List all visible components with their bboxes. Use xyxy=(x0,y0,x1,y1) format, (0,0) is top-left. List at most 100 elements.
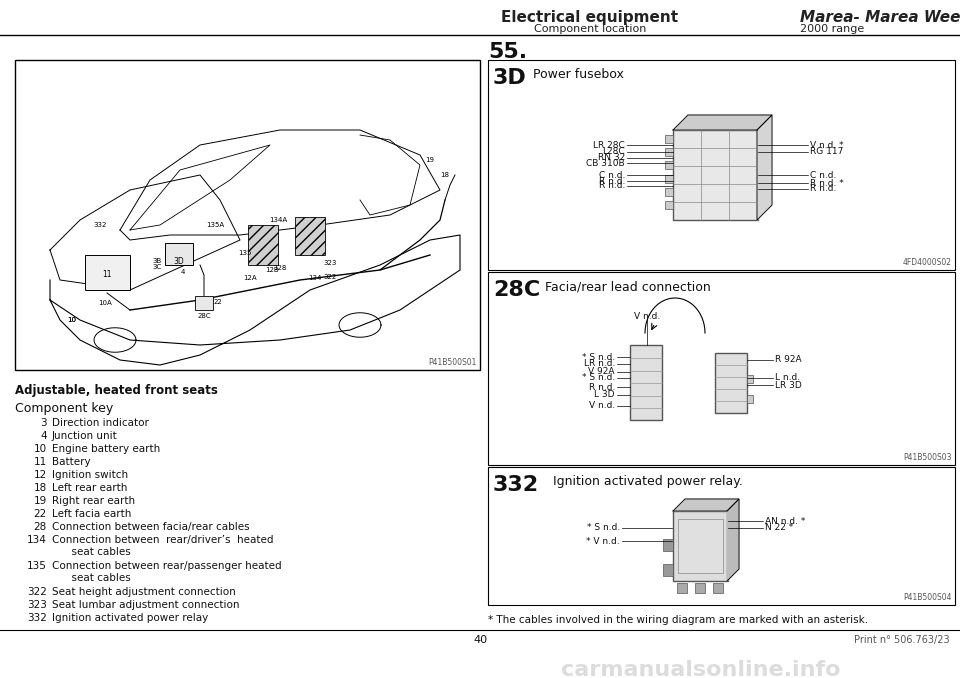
Bar xyxy=(665,188,673,196)
Text: Right rear earth: Right rear earth xyxy=(52,496,135,506)
Text: * V n.d.: * V n.d. xyxy=(587,536,620,546)
Text: N 22 *: N 22 * xyxy=(765,523,793,532)
Text: 40: 40 xyxy=(473,635,487,645)
Bar xyxy=(248,225,278,265)
Text: 28C: 28C xyxy=(493,280,540,300)
Text: 12A: 12A xyxy=(243,275,257,281)
Polygon shape xyxy=(757,115,772,220)
Text: Left facia earth: Left facia earth xyxy=(52,509,132,519)
Polygon shape xyxy=(673,115,772,130)
Text: 18: 18 xyxy=(34,483,47,493)
Text: P41B500S03: P41B500S03 xyxy=(903,453,952,462)
Text: Component key: Component key xyxy=(15,402,113,415)
Text: 55.: 55. xyxy=(488,42,527,62)
Text: Power fusebox: Power fusebox xyxy=(533,68,624,81)
Bar xyxy=(665,148,673,156)
Text: 3B: 3B xyxy=(152,258,161,264)
Text: Engine battery earth: Engine battery earth xyxy=(52,444,160,454)
Text: * S n.d.: * S n.d. xyxy=(582,353,615,362)
Text: R n.d.: R n.d. xyxy=(599,181,625,191)
Text: Connection between  rear/driver’s  heated
      seat cables: Connection between rear/driver’s heated … xyxy=(52,535,274,557)
Text: R n.d.: R n.d. xyxy=(588,383,615,392)
Bar xyxy=(488,272,955,465)
Bar xyxy=(15,60,480,370)
Bar xyxy=(678,519,723,573)
Text: Ignition activated power relay.: Ignition activated power relay. xyxy=(553,475,743,488)
Text: 12B: 12B xyxy=(265,267,278,273)
Text: 3C: 3C xyxy=(152,264,161,270)
Text: R n.d.: R n.d. xyxy=(599,177,625,186)
Text: * S n.d.: * S n.d. xyxy=(582,373,615,382)
Text: 18: 18 xyxy=(441,172,449,178)
Text: P41B500S04: P41B500S04 xyxy=(903,593,952,602)
Text: 332: 332 xyxy=(493,475,540,495)
Text: 10: 10 xyxy=(67,317,77,323)
Text: 10: 10 xyxy=(34,444,47,454)
Bar xyxy=(195,296,213,310)
Text: Print n° 506.763/23: Print n° 506.763/23 xyxy=(854,635,950,645)
Text: C n.d.: C n.d. xyxy=(599,170,625,180)
Text: Junction unit: Junction unit xyxy=(52,431,118,441)
Bar xyxy=(747,375,753,383)
Text: Connection between rear/passenger heated
      seat cables: Connection between rear/passenger heated… xyxy=(52,561,281,582)
Bar xyxy=(713,583,723,593)
Text: Facia/rear lead connection: Facia/rear lead connection xyxy=(545,280,710,293)
Text: 4FD4000S02: 4FD4000S02 xyxy=(903,258,952,267)
Text: 10: 10 xyxy=(67,317,77,323)
Text: 2000 range: 2000 range xyxy=(800,24,864,34)
Bar xyxy=(630,345,662,420)
Text: Seat height adjustment connection: Seat height adjustment connection xyxy=(52,587,236,597)
Text: AN n.d. *: AN n.d. * xyxy=(765,517,805,525)
Text: 3: 3 xyxy=(40,418,47,428)
Text: 323: 323 xyxy=(27,600,47,610)
Text: 332: 332 xyxy=(93,222,107,228)
Text: V n.d.: V n.d. xyxy=(588,401,615,410)
Text: L 3D: L 3D xyxy=(594,391,615,399)
Polygon shape xyxy=(727,499,739,581)
Bar xyxy=(663,564,673,576)
Text: CB 310B: CB 310B xyxy=(587,159,625,167)
Text: Seat lumbar adjustment connection: Seat lumbar adjustment connection xyxy=(52,600,239,610)
Text: 3D: 3D xyxy=(493,68,527,88)
Text: 22: 22 xyxy=(34,509,47,519)
Text: 12: 12 xyxy=(34,470,47,480)
Bar xyxy=(663,539,673,551)
Bar xyxy=(677,583,687,593)
Bar xyxy=(295,217,325,255)
Text: LR n.d.: LR n.d. xyxy=(584,359,615,369)
Text: LR 3D: LR 3D xyxy=(775,380,802,389)
Text: 3D: 3D xyxy=(174,257,184,266)
Text: 128: 128 xyxy=(274,265,287,271)
Text: Component location: Component location xyxy=(534,24,646,34)
Bar xyxy=(488,60,955,270)
Text: V n.d. *: V n.d. * xyxy=(810,141,844,150)
Bar xyxy=(488,467,955,605)
Text: R n.d.: R n.d. xyxy=(810,184,836,193)
Text: 134: 134 xyxy=(308,275,322,281)
Text: Battery: Battery xyxy=(52,457,90,467)
Text: 28C: 28C xyxy=(197,313,211,319)
Text: Left rear earth: Left rear earth xyxy=(52,483,128,493)
Bar xyxy=(665,135,673,143)
Bar xyxy=(695,583,705,593)
Text: 11: 11 xyxy=(103,270,111,279)
Text: L n.d.: L n.d. xyxy=(775,373,800,382)
Text: 4: 4 xyxy=(180,269,185,275)
Text: L28C: L28C xyxy=(602,147,625,156)
Text: 11: 11 xyxy=(34,457,47,467)
Text: 134A: 134A xyxy=(269,217,287,223)
Bar xyxy=(665,161,673,169)
Text: 323: 323 xyxy=(324,260,337,266)
Bar xyxy=(665,201,673,209)
Text: RN 32: RN 32 xyxy=(598,153,625,163)
Text: V 92A: V 92A xyxy=(588,367,615,376)
Text: R n.d. *: R n.d. * xyxy=(810,178,844,188)
Text: R 92A: R 92A xyxy=(775,355,802,364)
Text: carmanualsonline.info: carmanualsonline.info xyxy=(561,660,841,678)
Text: P41B500S01: P41B500S01 xyxy=(428,358,477,367)
Bar xyxy=(747,395,753,403)
Text: 135: 135 xyxy=(238,250,252,256)
Text: 135: 135 xyxy=(27,561,47,571)
Text: 134: 134 xyxy=(27,535,47,545)
Text: Ignition activated power relay: Ignition activated power relay xyxy=(52,613,208,623)
